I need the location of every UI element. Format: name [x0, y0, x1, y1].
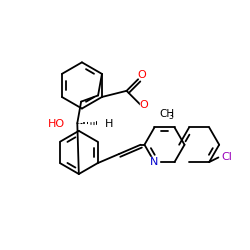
Bar [220, 154, 234, 161]
Text: H: H [105, 119, 114, 129]
Text: O: O [139, 100, 148, 110]
Text: Cl: Cl [222, 152, 232, 162]
Text: CH: CH [159, 109, 174, 119]
Bar [56, 120, 74, 128]
Text: O: O [138, 70, 146, 81]
Text: 3: 3 [168, 112, 173, 121]
Text: HO: HO [48, 119, 65, 129]
Bar [150, 158, 159, 167]
Bar [101, 120, 109, 128]
Bar [140, 102, 147, 109]
Text: N: N [150, 157, 159, 167]
